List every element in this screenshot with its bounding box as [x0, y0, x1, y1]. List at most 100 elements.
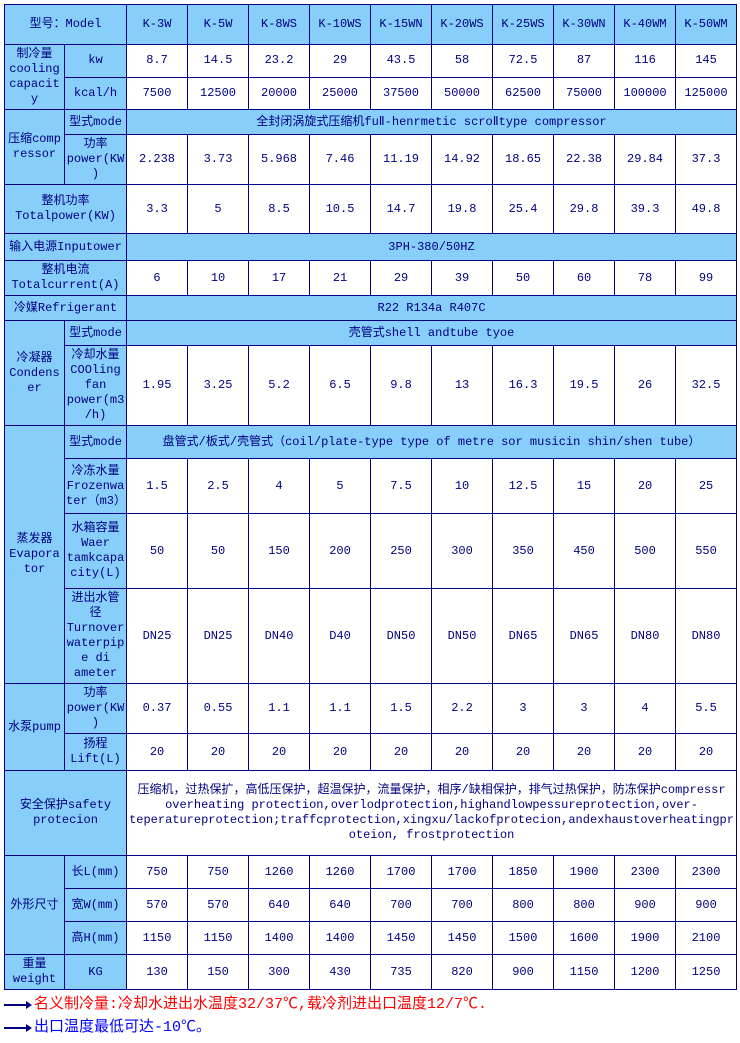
label-kcalh: kcal/h	[65, 77, 127, 110]
data-cell: 72.5	[493, 45, 554, 78]
label-frozen-water: 冷冻水量Frozenwater（m3）	[65, 459, 127, 514]
data-cell: 5	[310, 459, 371, 514]
model-col: K-8WS	[249, 5, 310, 45]
data-cell: 640	[310, 889, 371, 922]
input-power-text: 3PH-380/50HZ	[127, 234, 737, 261]
data-cell: 2.238	[127, 135, 188, 185]
label-power-kw: 功率power(KW)	[65, 135, 127, 185]
data-cell: 20	[188, 734, 249, 771]
data-cell: 37.3	[676, 135, 737, 185]
data-cell: 20	[554, 734, 615, 771]
data-cell: 100000	[615, 77, 676, 110]
data-cell: 116	[615, 45, 676, 78]
data-cell: 5.5	[676, 684, 737, 734]
model-col: K-40WM	[615, 5, 676, 45]
data-cell: DN50	[432, 589, 493, 684]
data-cell: 5	[188, 185, 249, 234]
data-cell: 50	[188, 514, 249, 589]
data-cell: 8.7	[127, 45, 188, 78]
data-cell: 800	[493, 889, 554, 922]
data-cell: 5.2	[249, 346, 310, 426]
data-cell: 99	[676, 261, 737, 296]
data-cell: 1400	[310, 922, 371, 955]
data-cell: 14.7	[371, 185, 432, 234]
data-cell: 20	[432, 734, 493, 771]
data-cell: 21	[310, 261, 371, 296]
data-cell: 570	[188, 889, 249, 922]
label-water-pipe: 进出水管径Turnover waterpipe di ameter	[65, 589, 127, 684]
data-cell: 10	[188, 261, 249, 296]
label-cooling-capacity: 制冷量cooling capacity	[5, 45, 65, 110]
compressor-type-text: 全封闭涡旋式压缩机fuⅡ-henrmetic scroⅡtype compres…	[127, 110, 737, 135]
data-cell: 19.8	[432, 185, 493, 234]
data-cell: 29	[371, 261, 432, 296]
label-lift: 扬程Lift(L)	[65, 734, 127, 771]
data-cell: 2.2	[432, 684, 493, 734]
data-cell: 130	[127, 955, 188, 990]
safety-text: 压缩机，过热保扩，高低压保护，超温保护，流量保护，相序/缺相保护，排气过热保护，…	[127, 771, 737, 856]
label-condenser: 冷凝器Condenser	[5, 321, 65, 426]
data-cell: 820	[432, 955, 493, 990]
data-cell: 14.5	[188, 45, 249, 78]
data-cell: 430	[310, 955, 371, 990]
data-cell: 16.3	[493, 346, 554, 426]
data-cell: 62500	[493, 77, 554, 110]
data-cell: 6	[127, 261, 188, 296]
data-cell: 1450	[432, 922, 493, 955]
label-weight: 重量weight	[5, 955, 65, 990]
data-cell: 1260	[249, 856, 310, 889]
label-model: 型号：Model	[5, 5, 127, 45]
data-cell: 1450	[371, 922, 432, 955]
data-cell: 4	[615, 684, 676, 734]
data-cell: 11.19	[371, 135, 432, 185]
data-cell: 640	[249, 889, 310, 922]
data-cell: 3	[493, 684, 554, 734]
data-cell: 13	[432, 346, 493, 426]
data-cell: 125000	[676, 77, 737, 110]
data-cell: 7.5	[371, 459, 432, 514]
model-col: K-10WS	[310, 5, 371, 45]
data-cell: 1400	[249, 922, 310, 955]
model-col: K-30WN	[554, 5, 615, 45]
data-cell: 200	[310, 514, 371, 589]
data-cell: 3.25	[188, 346, 249, 426]
data-cell: 300	[432, 514, 493, 589]
label-height: 高H(mm)	[65, 922, 127, 955]
data-cell: 0.55	[188, 684, 249, 734]
data-cell: 1700	[432, 856, 493, 889]
data-cell: 60	[554, 261, 615, 296]
data-cell: DN65	[493, 589, 554, 684]
label-dimensions: 外形尺寸	[5, 856, 65, 955]
data-cell: 7500	[127, 77, 188, 110]
data-cell: 29	[310, 45, 371, 78]
label-total-current: 整机电流Totalcurrent(A)	[5, 261, 127, 296]
data-cell: 150	[249, 514, 310, 589]
data-cell: 7.46	[310, 135, 371, 185]
refrigerant-text: R22 R134a R407C	[127, 296, 737, 321]
data-cell: 700	[371, 889, 432, 922]
data-cell: 78	[615, 261, 676, 296]
data-cell: 900	[493, 955, 554, 990]
data-cell: 75000	[554, 77, 615, 110]
label-compressor: 压缩comp ressor	[5, 110, 65, 185]
data-cell: 25	[676, 459, 737, 514]
evaporator-type-text: 盘管式/板式/壳管式（coil/plate-type type of metre…	[127, 426, 737, 459]
data-cell: 18.65	[493, 135, 554, 185]
label-evaporator: 蒸发器Evaporator	[5, 426, 65, 684]
data-cell: 8.5	[249, 185, 310, 234]
data-cell: 25000	[310, 77, 371, 110]
data-cell: 145	[676, 45, 737, 78]
spec-table: 型号：Model K-3W K-5W K-8WS K-10WS K-15WN K…	[4, 4, 737, 990]
data-cell: 1.5	[371, 684, 432, 734]
data-cell: 10.5	[310, 185, 371, 234]
model-col: K-5W	[188, 5, 249, 45]
footnotes: 名义制冷量:冷却水进出水温度32/37℃,载冷剂进出口温度12/7℃. 出口温度…	[4, 994, 736, 1039]
data-cell: 49.8	[676, 185, 737, 234]
data-cell: DN25	[127, 589, 188, 684]
label-pump: 水泵pump	[5, 684, 65, 771]
model-col: K-20WS	[432, 5, 493, 45]
data-cell: DN80	[615, 589, 676, 684]
label-kw: kw	[65, 45, 127, 78]
data-cell: 20	[615, 734, 676, 771]
arrow-right-icon	[4, 999, 34, 1011]
